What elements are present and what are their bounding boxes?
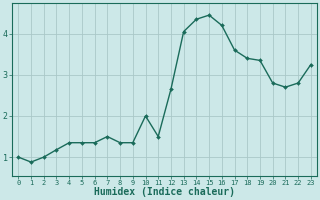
X-axis label: Humidex (Indice chaleur): Humidex (Indice chaleur) bbox=[94, 187, 235, 197]
